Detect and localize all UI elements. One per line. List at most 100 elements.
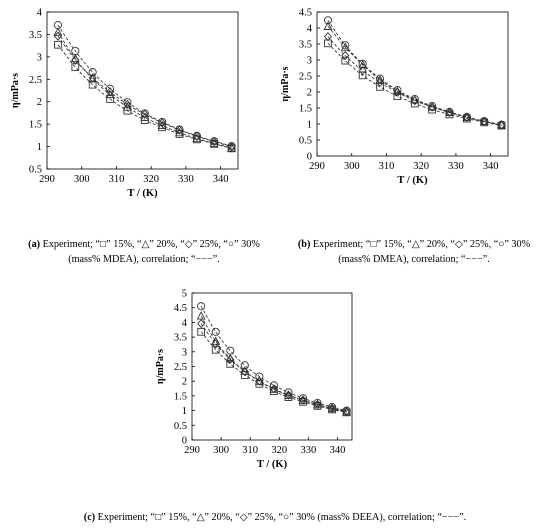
data-point-a-3-5 (140, 109, 149, 118)
y-tick-label-a-4: 2.5 (29, 75, 42, 86)
correlation-line-b-0 (327, 43, 502, 126)
data-point-b-3-6 (428, 102, 437, 111)
data-point-a-2-8 (192, 131, 201, 141)
data-point-b-2-0 (323, 32, 332, 42)
data-point-c-2-9 (328, 403, 337, 413)
data-point-c-2-0 (197, 318, 206, 329)
data-point-a-2-2 (88, 73, 97, 83)
caption-c-text: Experiment; “□” 15%, “△” 20%, “◇” 25%, “… (95, 512, 467, 523)
data-point-c-2-1 (211, 339, 220, 349)
y-tick-label-c-4: 2 (182, 377, 187, 388)
data-point-b-2-1 (341, 50, 350, 61)
x-axis-title-c: T / (K) (257, 459, 288, 470)
data-point-c-3-5 (269, 381, 278, 390)
series-a-20pct (53, 27, 237, 152)
data-point-a-2-4 (123, 99, 132, 109)
series-c-20pct (196, 311, 352, 416)
caption-b-tag: (b) (297, 239, 311, 250)
x-tick-label-b-2: 310 (379, 161, 395, 172)
y-tick-label-c-0: 0 (182, 436, 187, 447)
data-point-a-1-5 (140, 112, 150, 121)
y-tick-label-c-10: 5 (182, 289, 187, 300)
y-tick-label-b-7: 3.5 (299, 40, 312, 51)
correlation-line-a-0 (57, 44, 232, 149)
y-tick-label-a-7: 4 (37, 8, 43, 19)
data-point-c-3-1 (211, 327, 220, 336)
data-point-a-3-6 (158, 117, 167, 126)
y-tick-label-a-1: 1 (37, 142, 42, 153)
x-tick-label-c-3: 320 (271, 445, 287, 456)
plot-frame-c (191, 292, 353, 441)
data-point-b-2-7 (445, 107, 454, 118)
series-b-25pct (323, 32, 506, 130)
data-point-b-0-3 (376, 83, 384, 91)
data-point-b-3-2 (358, 59, 367, 68)
data-point-c-1-0 (196, 311, 206, 320)
x-tick-label-c-5: 340 (330, 445, 346, 456)
y-tick-label-a-5: 3 (37, 52, 42, 63)
data-point-c-2-5 (269, 384, 278, 394)
data-point-a-3-4 (123, 98, 132, 107)
data-point-b-2-10 (497, 120, 506, 130)
correlation-line-a-3 (57, 24, 232, 147)
y-tick-label-b-6: 3 (307, 56, 312, 67)
series-c-25pct (197, 318, 351, 417)
y-axis-title-c: η/mPa·s (155, 349, 166, 384)
correlation-line-c-2 (200, 323, 347, 412)
correlation-line-c-3 (200, 306, 347, 411)
x-tick-label-a-4: 330 (178, 174, 194, 185)
data-point-a-0-7 (175, 130, 184, 138)
x-axis-title-a: T / (K) (127, 188, 158, 199)
data-point-b-3-5 (410, 94, 419, 104)
data-point-b-1-2 (358, 59, 368, 69)
x-tick-label-c-4: 330 (300, 445, 316, 456)
y-tick-label-c-2: 1 (182, 406, 187, 417)
series-b-15pct (324, 39, 506, 130)
correlation-line-c-1 (200, 315, 347, 413)
x-tick-label-b-0: 290 (309, 161, 325, 172)
x-tick-label-c-0: 290 (184, 445, 200, 456)
y-tick-label-a-2: 1.5 (29, 120, 42, 131)
data-point-c-0-2 (226, 360, 235, 368)
data-point-b-2-9 (480, 116, 489, 127)
data-point-c-3-7 (298, 394, 308, 403)
data-point-a-2-1 (71, 55, 80, 65)
data-point-a-2-6 (158, 118, 167, 128)
y-tick-label-c-7: 3.5 (174, 333, 187, 344)
correlation-line-c-0 (200, 331, 347, 413)
data-point-b-3-7 (445, 107, 454, 116)
data-point-a-3-9 (210, 137, 219, 146)
data-point-a-3-8 (192, 131, 201, 140)
series-a-15pct (54, 40, 236, 153)
x-tick-label-c-1: 300 (213, 445, 229, 456)
data-point-b-2-6 (428, 102, 437, 112)
data-point-b-2-5 (410, 96, 419, 106)
data-point-b-3-10 (497, 120, 506, 129)
data-point-b-3-3 (375, 74, 385, 83)
data-point-a-3-0 (53, 20, 62, 30)
x-tick-label-b-3: 320 (413, 161, 429, 172)
data-point-c-3-6 (284, 388, 293, 397)
x-tick-label-a-2: 310 (109, 174, 125, 185)
y-tick-label-b-5: 2.5 (299, 72, 312, 83)
data-point-c-0-1 (211, 345, 220, 354)
caption-b: (b) Experiment; “□” 15%, “△” 20%, “◇” 25… (288, 237, 540, 267)
data-point-c-3-3 (240, 361, 249, 370)
data-point-b-0-1 (341, 56, 350, 65)
y-tick-label-a-0: 0.5 (29, 165, 42, 176)
y-tick-label-c-1: 0.5 (174, 421, 187, 432)
x-tick-label-b-5: 340 (483, 161, 499, 172)
x-tick-label-b-1: 300 (344, 161, 360, 172)
data-point-a-3-2 (88, 68, 97, 77)
data-point-b-3-9 (480, 117, 489, 126)
correlation-line-b-1 (327, 26, 502, 126)
x-tick-label-a-0: 290 (39, 174, 55, 185)
y-tick-label-a-6: 3.5 (29, 30, 42, 41)
series-c-15pct (197, 327, 351, 417)
data-point-c-1-4 (254, 376, 264, 385)
y-tick-label-c-3: 1.5 (174, 391, 187, 402)
caption-c: (c) Experiment; “□” 15%, “△” 20%, “◇” 25… (30, 510, 520, 525)
y-tick-label-c-5: 2.5 (174, 362, 187, 373)
x-axis-title-b: T / (K) (397, 175, 428, 186)
data-point-a-0-4 (123, 106, 132, 115)
